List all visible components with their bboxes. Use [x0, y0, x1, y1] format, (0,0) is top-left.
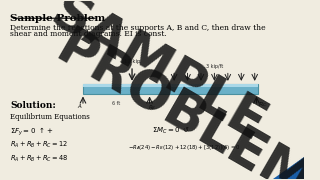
FancyBboxPatch shape [83, 84, 258, 87]
Polygon shape [273, 157, 304, 179]
Text: PROBLEM: PROBLEM [46, 22, 320, 180]
Text: $\Sigma M_C = 0\ \circlearrowleft$: $\Sigma M_C = 0\ \circlearrowleft$ [152, 125, 191, 136]
Text: SAMPLE: SAMPLE [42, 0, 275, 151]
Text: $R_A + R_B + R_C = 12$: $R_A + R_B + R_C = 12$ [11, 140, 68, 150]
Text: 6 ft: 6 ft [112, 101, 120, 106]
Text: $A$: $A$ [77, 102, 83, 110]
Text: $\Sigma F_y = 0\ \uparrow+$: $\Sigma F_y = 0\ \uparrow+$ [11, 125, 54, 138]
Text: $R_B$: $R_B$ [148, 103, 157, 111]
Text: $R_C$: $R_C$ [258, 100, 267, 109]
FancyBboxPatch shape [83, 84, 258, 94]
Text: Determine the reactions at the supports A, B and C, then draw the: Determine the reactions at the supports … [11, 24, 266, 32]
Text: Equilibrium Equations: Equilibrium Equations [11, 113, 90, 121]
Text: Sample Problem: Sample Problem [11, 14, 106, 23]
Text: shear and moment diagrams. EI is const.: shear and moment diagrams. EI is const. [11, 30, 167, 38]
Text: Solution:: Solution: [11, 101, 56, 110]
Text: $-R_A(24)-R_B(12)+12(18)+[3(12)](6)=0$: $-R_A(24)-R_B(12)+12(18)+[3(12)](6)=0$ [128, 143, 241, 152]
Text: 12 kip: 12 kip [124, 59, 140, 64]
Text: $R_A + R_B + R_C = 48$: $R_A + R_B + R_C = 48$ [11, 154, 69, 164]
Text: 3 kip/ft: 3 kip/ft [206, 64, 223, 69]
